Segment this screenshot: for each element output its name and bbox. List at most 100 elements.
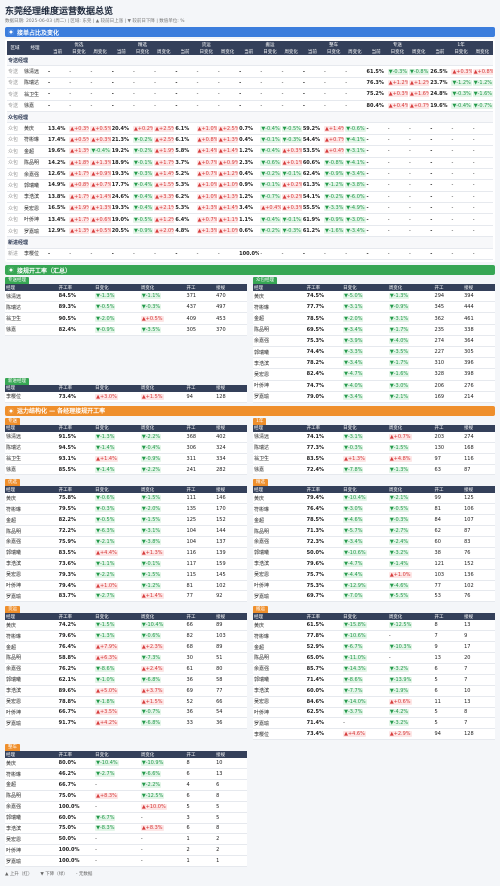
cell: 71.4% <box>305 717 343 730</box>
cell: ▼-15.8% <box>342 620 388 632</box>
sub-header: 周变化 <box>280 48 302 55</box>
cell-text: 余嘉强 <box>24 171 40 178</box>
cell-text: 206 <box>434 382 445 389</box>
column-header: 日变化 <box>94 486 140 494</box>
cell: ▲+2.9% <box>387 728 434 741</box>
cell-text: 152 <box>216 517 226 524</box>
cell-text: 78.5% <box>306 315 324 322</box>
change-badge: ▼-0.7% <box>140 709 162 716</box>
cell: ▼-3.0% <box>344 213 366 226</box>
cell: ▲+1.3% <box>216 191 239 204</box>
cell: ▼-1.3% <box>94 431 140 443</box>
cell: - <box>47 100 69 112</box>
cell: 徐清远 <box>23 65 47 78</box>
cell-text: 翁卫生 <box>6 316 22 322</box>
cell: 21.3% <box>110 134 132 147</box>
cell: - <box>429 213 451 226</box>
change-badge: ▲+1.0% <box>388 571 412 578</box>
cell: ▼-3.5% <box>139 324 186 336</box>
cell: 100.0% <box>238 248 260 261</box>
cell: 54.4% <box>301 134 324 147</box>
change-badge: ▼-0.3% <box>387 68 408 75</box>
cell: 50.0% <box>57 833 95 846</box>
cell-text: 符彬琳 <box>6 506 22 513</box>
cell: ▼-10.6% <box>342 630 388 643</box>
cell-text: 79.4% <box>306 495 324 502</box>
cell: - <box>280 65 302 78</box>
cell-text: 91.7% <box>58 720 76 727</box>
change-badge: ▼-15.8% <box>343 622 367 629</box>
change-badge: ▼-3.2% <box>388 549 410 556</box>
cell-text: - <box>90 102 93 109</box>
cell-text: 89.3% <box>58 304 76 311</box>
cell-text: 7 <box>464 676 468 683</box>
cell: 77 <box>433 580 464 592</box>
cell: ▼-8.6% <box>94 663 140 675</box>
cell-text: 128 <box>464 731 474 738</box>
cell: 吴宏恩 <box>5 569 58 581</box>
cell: - <box>323 248 345 261</box>
sub-header: 当前 <box>47 48 69 55</box>
table-card: 众包经理 经理 开工率 日变化 周变化 开工 接规 黄庆 74.5% ▼-5.0% ▼-1.3% 29… <box>253 277 495 403</box>
cell: 19.2% <box>110 145 132 158</box>
cell-text: 61.5% <box>366 68 384 75</box>
cell: 306 <box>185 442 216 454</box>
cell: 74.2% <box>57 620 95 632</box>
cell: ▼-3.4% <box>344 168 366 181</box>
change-badge: ▼-1.7% <box>388 360 410 367</box>
group-header: 优选 <box>47 41 111 48</box>
table-tab: 整车 <box>5 744 20 752</box>
cell-text: 陈品明 <box>6 528 22 535</box>
data-row: 徐嘉 85.5% ▼-1.4% ▼-2.2% 241 282 <box>5 464 247 476</box>
cell-text: - <box>451 193 454 200</box>
change-badge: ▼-2.7% <box>388 528 410 535</box>
table-tab: 新进经理 <box>5 377 29 385</box>
cell-text: 19.2% <box>111 148 130 155</box>
cell: ▼-12.9% <box>342 580 388 592</box>
cell: - <box>89 77 111 90</box>
cell: 17.4% <box>47 134 69 147</box>
change-badge: ▼-4.9% <box>345 205 366 212</box>
cell-text: 6 <box>434 665 438 672</box>
cell: - <box>301 100 324 112</box>
cell: ▼-6.6% <box>139 768 186 780</box>
cell: 9 <box>463 630 495 643</box>
data-row: 李樱位 73.4% ▲+4.6% ▲+2.9% 94 128 <box>253 728 495 741</box>
cell: 139 <box>215 547 247 559</box>
cell: ▼-14.0% <box>342 696 388 708</box>
data-row: 余嘉强 76.2% ▼-8.6% ▲+2.4% 61 80 <box>5 663 247 675</box>
cell: ▼-1.6% <box>323 225 345 238</box>
cell-text: 陈品明 <box>24 160 40 167</box>
column-header: 周变化 <box>139 424 186 432</box>
cell-text: 6.4% <box>175 216 190 223</box>
cell: 75.9% <box>57 536 95 548</box>
column-header: 接规 <box>215 486 247 494</box>
column-header: 经理 <box>5 486 58 494</box>
cell: - <box>94 801 140 813</box>
column-header: 经理 <box>253 486 306 494</box>
cell: 65.0% <box>305 652 343 664</box>
change-badge: ▼-3.2% <box>388 720 410 727</box>
change-badge: ▼-0.5% <box>132 216 154 223</box>
cell-text: 409 <box>186 315 197 322</box>
data-row: 李浩滨 75.0% ▼-8.3% ▲+8.3% 6 8 <box>5 823 247 835</box>
cell: 305 <box>463 346 495 359</box>
change-badge: ▲+8.3% <box>95 792 118 799</box>
cell: 金超 <box>23 145 47 158</box>
change-badge: ▼-12.9% <box>343 582 367 589</box>
cell: 李浩滨 <box>5 558 58 570</box>
cell: 85.5% <box>57 464 95 476</box>
column-header: 开工率 <box>57 284 95 292</box>
cell-text: 众包 <box>8 137 19 144</box>
cell: - <box>47 248 69 261</box>
cell: ▼-5.7% <box>342 525 388 538</box>
cell: ▼-4.2% <box>387 707 434 719</box>
cell: 77.8% <box>305 630 343 643</box>
cell: - <box>89 100 111 112</box>
cell: 众包 <box>7 179 23 192</box>
cell: 余嘉强 <box>5 801 58 813</box>
cell-text: 75.8% <box>58 495 76 502</box>
cell: 叶侨坤 <box>5 844 58 857</box>
cell: ▲+1.8% <box>68 157 90 169</box>
change-badge: ▼-0.2% <box>132 148 154 155</box>
